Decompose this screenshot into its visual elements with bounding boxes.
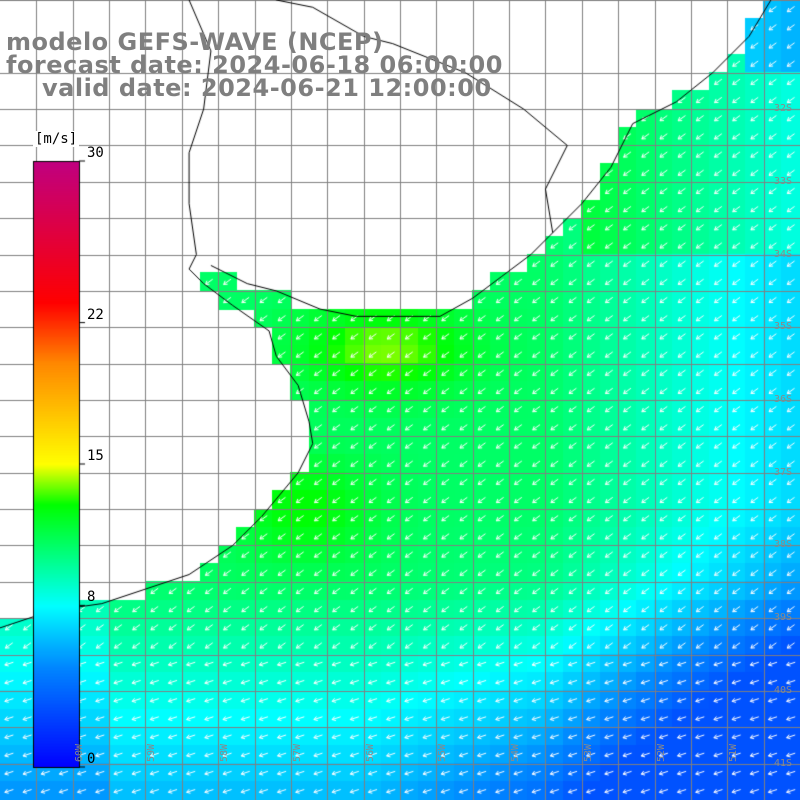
longitude-label: 59W <box>146 743 158 762</box>
longitude-label: 53W <box>582 743 594 762</box>
longitude-label: 54W <box>510 743 522 762</box>
longitude-label: 55W <box>437 743 449 762</box>
latitude-label: 34S <box>774 248 793 260</box>
latitude-label: 33S <box>774 175 793 187</box>
latitude-label: 37S <box>774 466 793 478</box>
longitude-label: 56W <box>364 743 376 762</box>
latitude-label: 32S <box>774 103 793 115</box>
colorbar-tick-label: 15 <box>87 448 104 464</box>
latitude-label: 38S <box>774 539 793 551</box>
colorbar-tick-label: 0 <box>87 751 96 767</box>
longitude-label: 51W <box>728 743 740 762</box>
colorbar-tick-label: 30 <box>87 145 104 161</box>
latitude-label: 36S <box>774 394 793 405</box>
latitude-label: 40S <box>774 684 793 696</box>
longitude-label: 52W <box>655 743 667 762</box>
forecast-date-title: forecast date: 2024-06-18 06:00:00 <box>6 51 503 79</box>
latitude-label: 41S <box>774 757 793 769</box>
colorbar-tick-label: 8 <box>87 589 96 606</box>
latitude-label: 35S <box>774 321 793 333</box>
longitude-label: 60W <box>73 743 85 762</box>
longitude-label: 57W <box>291 743 303 762</box>
model-title: modelo GEFS-WAVE (NCEP) <box>6 28 384 56</box>
colorbar-tick-label: 22 <box>87 306 104 323</box>
longitude-label: 58W <box>219 743 231 762</box>
latitude-label: 39S <box>774 612 793 624</box>
valid-date-title: valid date: 2024-06-21 12:00:00 <box>42 74 492 102</box>
colorbar-unit-label: [m/s] <box>33 131 80 147</box>
